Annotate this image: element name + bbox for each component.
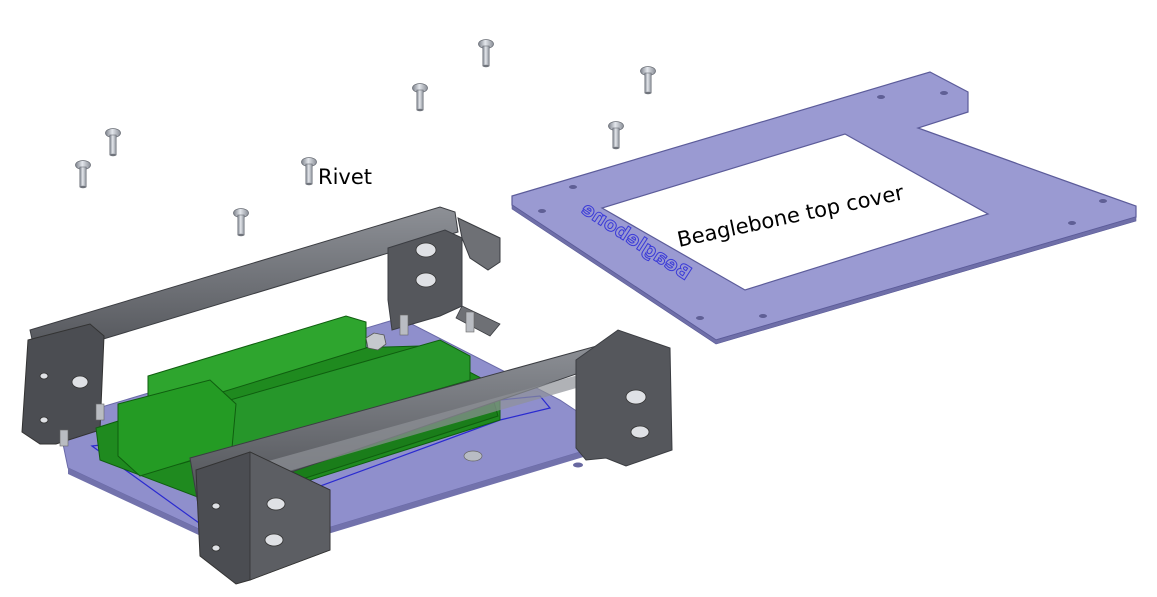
top-cover-label: Beaglebone top cover bbox=[675, 180, 906, 252]
rivet-6 bbox=[75, 160, 91, 189]
rivet-7 bbox=[301, 157, 317, 186]
rivet-4 bbox=[608, 121, 624, 150]
side-frame-front bbox=[189, 329, 673, 585]
rivet-label: Rivet bbox=[318, 165, 372, 189]
standoff-nut bbox=[365, 332, 387, 351]
rivet-5 bbox=[105, 128, 121, 157]
rivet-1 bbox=[478, 39, 494, 68]
rivet-3 bbox=[412, 83, 428, 112]
rivet-2 bbox=[640, 66, 656, 95]
top-cover-holes bbox=[538, 91, 1107, 320]
front-right-upright bbox=[575, 329, 673, 467]
side-frame-back bbox=[21, 206, 501, 445]
rivet-8 bbox=[233, 208, 249, 237]
back-left-upright bbox=[21, 323, 105, 445]
top-cover-edge bbox=[511, 204, 1137, 345]
